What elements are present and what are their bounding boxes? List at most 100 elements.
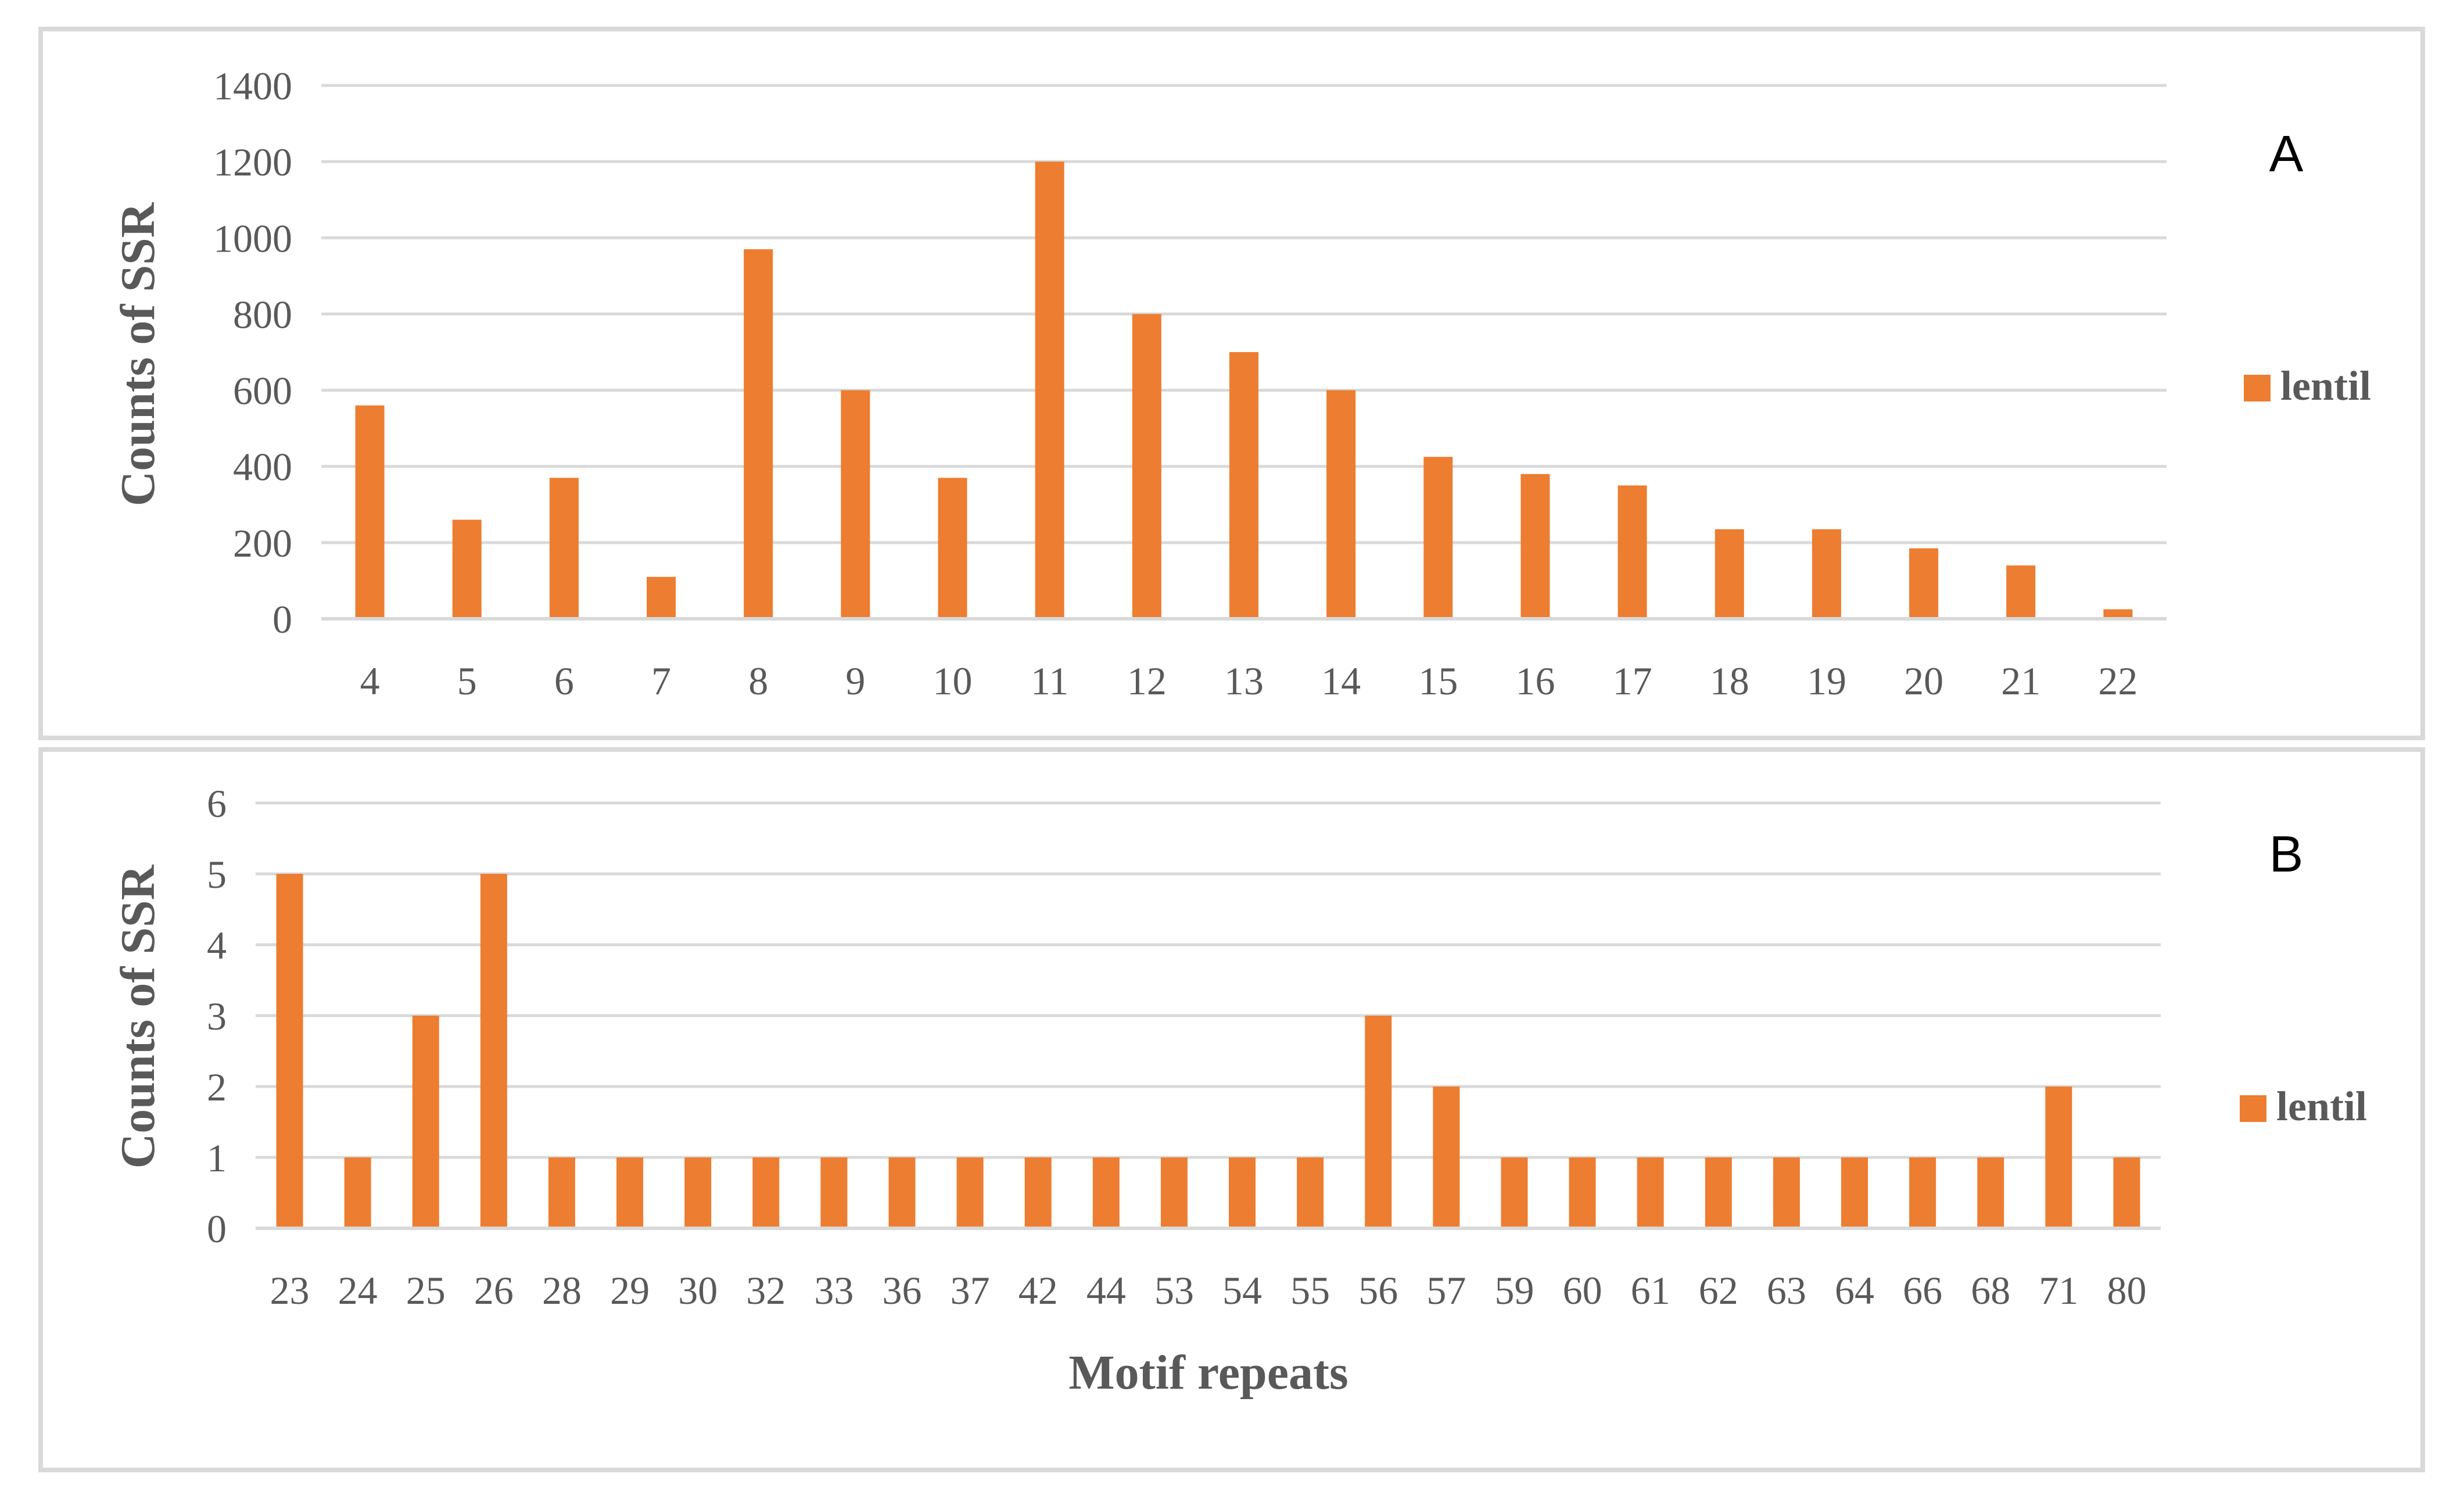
bar-9 xyxy=(841,390,870,619)
bar-6 xyxy=(549,478,579,619)
panel-a-bars xyxy=(355,162,2133,619)
x-tick-label: 59 xyxy=(1494,1268,1534,1313)
panel-b-y-axis-label: Counts of SSR xyxy=(111,864,165,1168)
panel-a-x-ticks: 4 5 6 7 8 9 10 11 12 13 14 15 16 17 18 19 20 21 22 xyxy=(360,659,2138,703)
bar-42 xyxy=(1024,1157,1052,1228)
panel-b-y-ticks: 0 1 2 3 4 5 6 xyxy=(207,781,227,1251)
x-tick-label: 6 xyxy=(554,659,574,703)
panel-a-legend-swatch xyxy=(2244,375,2271,401)
x-tick-label: 9 xyxy=(845,659,865,703)
panel-a-legend-label: lentil xyxy=(2280,363,2371,409)
bar-28 xyxy=(548,1157,575,1228)
x-tick-label: 24 xyxy=(338,1268,378,1313)
x-tick-label: 30 xyxy=(678,1268,718,1313)
bar-14 xyxy=(1326,390,1356,619)
x-tick-label: 8 xyxy=(748,659,768,703)
panel-b-legend-label: lentil xyxy=(2276,1083,2367,1130)
bar-30 xyxy=(684,1157,712,1228)
x-tick-label: 64 xyxy=(1835,1268,1874,1313)
x-tick-label: 42 xyxy=(1018,1268,1058,1313)
bar-20 xyxy=(1909,548,1939,619)
panel-a-letter: A xyxy=(2269,125,2304,182)
x-tick-label: 61 xyxy=(1631,1268,1670,1313)
bar-68 xyxy=(1977,1157,2004,1228)
x-tick-label: 4 xyxy=(360,659,380,703)
x-tick-label: 57 xyxy=(1426,1268,1466,1313)
bar-36 xyxy=(888,1157,916,1228)
y-tick-label: 1 xyxy=(207,1136,227,1180)
x-tick-label: 80 xyxy=(2107,1268,2146,1313)
y-tick-label: 400 xyxy=(233,445,292,489)
x-tick-label: 22 xyxy=(2098,659,2137,703)
x-tick-label: 68 xyxy=(1971,1268,2010,1313)
x-tick-label: 63 xyxy=(1767,1268,1806,1313)
bar-24 xyxy=(344,1157,371,1228)
x-tick-label: 16 xyxy=(1515,659,1555,703)
bar-63 xyxy=(1773,1157,1800,1228)
bar-10 xyxy=(938,478,967,619)
bar-64 xyxy=(1841,1157,1868,1228)
bar-4 xyxy=(355,405,385,619)
bar-25 xyxy=(412,1016,439,1228)
x-tick-label: 17 xyxy=(1613,659,1652,703)
y-tick-label: 800 xyxy=(233,292,292,336)
bar-13 xyxy=(1229,352,1258,619)
x-tick-label: 7 xyxy=(651,659,671,703)
bar-18 xyxy=(1715,529,1744,619)
x-tick-label: 60 xyxy=(1563,1268,1602,1313)
x-tick-label: 66 xyxy=(1903,1268,1942,1313)
bar-22 xyxy=(2103,609,2133,619)
bar-12 xyxy=(1132,314,1161,619)
bar-53 xyxy=(1160,1157,1188,1228)
bar-26 xyxy=(480,874,507,1228)
x-tick-label: 71 xyxy=(2039,1268,2078,1313)
panel-a-y-axis-label: Counts of SSR xyxy=(111,202,165,506)
panel-b-x-ticks: 23 24 25 26 28 29 30 32 33 36 37 42 44 53 54 55 56 57 59 60… xyxy=(270,1268,2147,1313)
bar-54 xyxy=(1229,1157,1256,1228)
bar-60 xyxy=(1569,1157,1596,1228)
bar-5 xyxy=(452,519,482,619)
x-tick-label: 26 xyxy=(474,1268,514,1313)
x-tick-label: 54 xyxy=(1222,1268,1262,1313)
x-tick-label: 23 xyxy=(270,1268,310,1313)
panel-a-gridlines xyxy=(321,84,2167,544)
x-tick-label: 33 xyxy=(814,1268,853,1313)
bar-71 xyxy=(2045,1087,2072,1228)
y-tick-label: 3 xyxy=(207,994,227,1038)
x-tick-label: 13 xyxy=(1224,659,1264,703)
x-tick-label: 53 xyxy=(1154,1268,1194,1313)
x-tick-label: 32 xyxy=(746,1268,786,1313)
x-tick-label: 12 xyxy=(1127,659,1167,703)
bar-59 xyxy=(1501,1157,1528,1228)
bar-21 xyxy=(2006,565,2036,619)
x-tick-label: 10 xyxy=(933,659,973,703)
bar-55 xyxy=(1297,1157,1324,1228)
bar-32 xyxy=(752,1157,780,1228)
y-tick-label: 1000 xyxy=(213,216,292,260)
x-tick-label: 44 xyxy=(1086,1268,1126,1313)
x-tick-label: 5 xyxy=(457,659,477,703)
x-tick-label: 62 xyxy=(1699,1268,1738,1313)
bar-80 xyxy=(2113,1157,2140,1228)
x-tick-label: 20 xyxy=(1904,659,1943,703)
y-tick-label: 1400 xyxy=(213,64,292,108)
y-tick-label: 200 xyxy=(233,521,292,565)
bar-61 xyxy=(1637,1157,1664,1228)
y-tick-label: 5 xyxy=(207,852,227,897)
bar-16 xyxy=(1520,474,1550,619)
bar-17 xyxy=(1617,485,1647,619)
panel-a: 0 200 400 600 800 1000 1200 1400 4 5 6 7 8 9 10 11 12 13… xyxy=(38,27,2425,740)
x-tick-label: 29 xyxy=(610,1268,650,1313)
x-tick-label: 15 xyxy=(1418,659,1458,703)
x-tick-label: 55 xyxy=(1290,1268,1330,1313)
bar-62 xyxy=(1705,1157,1732,1228)
y-tick-label: 0 xyxy=(272,597,292,641)
bar-7 xyxy=(647,576,676,619)
y-tick-label: 4 xyxy=(207,923,227,967)
x-tick-label: 21 xyxy=(2001,659,2040,703)
x-tick-label: 37 xyxy=(951,1268,990,1313)
panel-b-legend-swatch xyxy=(2240,1095,2266,1122)
y-tick-label: 6 xyxy=(207,781,227,826)
x-tick-label: 56 xyxy=(1358,1268,1398,1313)
